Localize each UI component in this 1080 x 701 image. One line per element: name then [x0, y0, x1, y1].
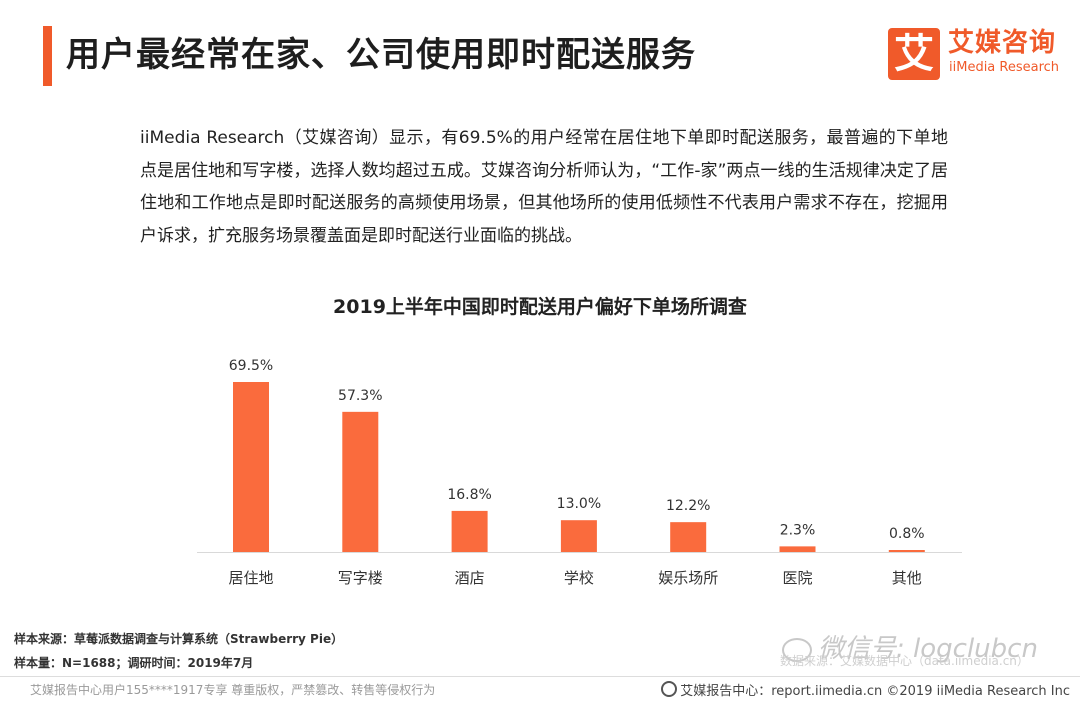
description-paragraph: iiMedia Research（艾媒咨询）显示，有69.5%的用户经常在居住地…	[140, 128, 948, 246]
footer-copyright-note: 艾媒报告中心用户155****1917专享 尊重版权，严禁篡改、转售等侵权行为	[30, 683, 436, 697]
wechat-icon	[782, 637, 812, 662]
category-label-2: 酒店	[455, 569, 485, 587]
footer-report-center: 艾媒报告中心：report.iimedia.cn ©2019 iiMedia R…	[661, 680, 1070, 699]
logo-mark: 艾	[888, 28, 940, 80]
bar-0	[233, 382, 269, 552]
iimedia-logo: 艾 艾媒咨询 iiMedia Research	[888, 26, 1068, 82]
category-label-4: 娱乐场所	[658, 569, 718, 587]
data-label-1: 57.3%	[338, 388, 382, 404]
data-label-5: 2.3%	[780, 522, 816, 538]
bar-3	[560, 520, 597, 552]
logo-en-text: iiMedia Research	[949, 60, 1060, 75]
category-label-1: 写字楼	[338, 569, 383, 587]
footer-report-text[interactable]: 艾媒报告中心：report.iimedia.cn ©2019 iiMedia R…	[680, 684, 1070, 699]
globe-icon	[661, 681, 678, 697]
data-label-0: 69.5%	[229, 358, 273, 374]
bar-4	[670, 522, 707, 552]
data-label-6: 0.8%	[889, 526, 925, 542]
category-label-0: 居住地	[228, 569, 273, 587]
title-accent-bar	[43, 26, 52, 86]
sample-source: 样本来源：草莓派数据调查与计算系统（Strawberry Pie）	[14, 632, 344, 646]
bar-6	[888, 550, 925, 552]
footer-divider	[0, 676, 1080, 677]
watermark-text: 微信号: logclubcn	[818, 634, 1038, 664]
bar-2	[451, 510, 488, 552]
bar-5	[779, 546, 816, 552]
data-label-4: 12.2%	[666, 498, 710, 514]
chart-title: 2019上半年中国即时配送用户偏好下单场所调查	[333, 296, 747, 318]
data-label-2: 16.8%	[447, 487, 491, 503]
category-label-6: 其他	[892, 569, 922, 587]
data-label-3: 13.0%	[557, 496, 601, 512]
page-title: 用户最经常在家、公司使用即时配送服务	[66, 35, 696, 75]
bar-1	[342, 411, 379, 552]
category-label-3: 学校	[564, 569, 594, 587]
data-source-faded: 数据来源：艾媒数据中心（data.iimedia.cn）	[780, 654, 1029, 668]
logo-cn-text: 艾媒咨询	[948, 28, 1057, 58]
category-label-5: 医院	[782, 569, 812, 587]
wechat-watermark: 微信号: logclubcn	[782, 628, 1038, 665]
sample-size: 样本量：N=1688；调研时间：2019年7月	[14, 656, 254, 670]
